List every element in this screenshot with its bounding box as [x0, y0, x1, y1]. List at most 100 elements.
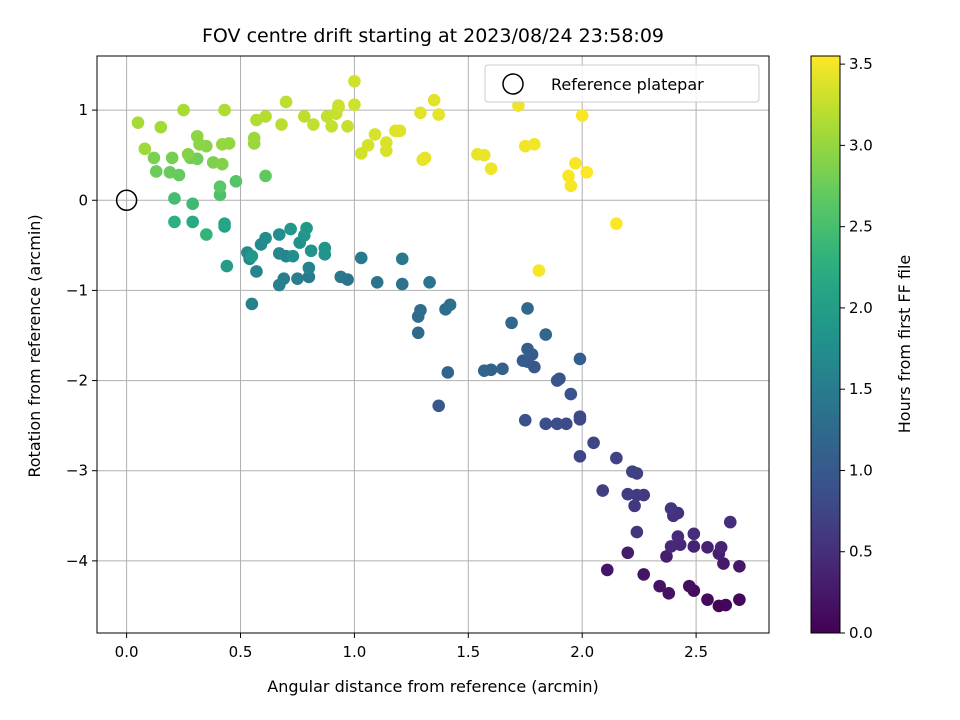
data-point: [245, 297, 259, 311]
y-axis-label: Rotation from reference (arcmin): [25, 214, 44, 477]
data-point: [272, 278, 286, 292]
data-point: [626, 465, 639, 478]
data-point: [215, 157, 229, 171]
data-point: [297, 110, 311, 123]
y-tick-label: −4: [66, 552, 88, 570]
data-point: [664, 540, 678, 553]
colorbar-tick-label: 2.0: [849, 299, 873, 317]
data-point: [573, 410, 587, 423]
data-point: [325, 120, 338, 133]
data-point: [259, 231, 272, 245]
colorbar-tick-label: 1.0: [849, 461, 873, 479]
colorbar-tick-label: 2.5: [849, 218, 873, 236]
data-point: [596, 484, 610, 497]
data-point: [701, 541, 714, 554]
data-point: [628, 499, 641, 513]
data-point: [190, 129, 204, 143]
data-point: [441, 366, 455, 379]
colorbar-tick-label: 0.5: [849, 543, 873, 561]
data-point: [245, 249, 259, 263]
colorbar-tick-label: 3.0: [849, 136, 873, 154]
data-point: [291, 272, 304, 285]
data-point: [218, 217, 231, 230]
data-point: [723, 515, 737, 529]
grid: [97, 56, 769, 633]
data-point: [181, 147, 195, 161]
data-point: [660, 550, 673, 563]
data-point: [432, 108, 445, 121]
colorbar-label: Hours from first FF file: [895, 255, 914, 434]
data-point: [550, 374, 564, 387]
data-point: [414, 303, 427, 317]
data-point: [302, 261, 316, 275]
data-point: [250, 265, 263, 278]
data-point: [573, 352, 587, 366]
x-tick-label: 1.0: [342, 643, 366, 661]
data-point: [411, 326, 425, 340]
x-tick-label: 2.5: [684, 643, 708, 661]
data-point: [653, 579, 666, 593]
data-point: [186, 215, 199, 229]
data-point: [279, 95, 293, 109]
data-point: [149, 165, 163, 178]
data-point: [528, 138, 541, 151]
data-point: [575, 109, 589, 122]
legend: Reference platepar: [484, 64, 760, 103]
data-point: [521, 302, 534, 315]
data-point: [259, 110, 272, 123]
reference-marker: [115, 189, 138, 211]
y-axis: −4 −3 −2 −1 0 1: [66, 101, 97, 570]
data-point: [477, 148, 491, 162]
data-point: [307, 118, 320, 131]
x-axis: 0.0 0.5 1.0 1.5 2.0 2.5: [115, 633, 708, 661]
data-point: [717, 557, 730, 570]
data-point: [521, 342, 534, 356]
data-point: [562, 169, 575, 183]
data-point: [304, 244, 318, 258]
legend-box: [484, 64, 760, 103]
colorbar-tick-label: 3.5: [849, 55, 873, 73]
axes-frame: [96, 55, 770, 634]
data-point: [610, 217, 623, 230]
data-point: [432, 399, 445, 413]
data-point: [168, 215, 181, 229]
data-point: [302, 270, 316, 284]
data-point: [284, 222, 297, 236]
data-point: [395, 252, 409, 266]
data-point: [532, 264, 546, 277]
data-point: [630, 488, 644, 502]
data-point: [427, 93, 441, 107]
data-point: [318, 241, 332, 255]
data-point: [564, 179, 578, 193]
data-point: [539, 417, 553, 431]
data-point: [518, 413, 532, 427]
data-point: [630, 525, 644, 539]
chart-title: FOV centre drift starting at 2023/08/24 …: [202, 25, 664, 47]
data-point: [477, 364, 491, 377]
data-point: [163, 166, 177, 179]
data-point: [165, 151, 179, 165]
data-point: [573, 449, 587, 463]
data-point: [416, 153, 430, 166]
colorbar-tick-label: 1.5: [849, 380, 873, 398]
data-point: [348, 98, 361, 111]
scatter-series: [115, 74, 746, 613]
data-point: [733, 559, 746, 573]
data-point: [414, 106, 427, 120]
data-point: [719, 598, 733, 612]
data-point: [229, 175, 243, 188]
data-point: [580, 166, 594, 179]
data-point: [154, 120, 168, 134]
data-point: [213, 180, 227, 194]
data-point: [637, 568, 651, 581]
legend-label: Reference platepar: [551, 75, 704, 94]
data-point: [564, 387, 578, 401]
data-point: [714, 541, 728, 554]
legend-marker-open-circle: [502, 73, 524, 95]
y-tick-label: 0: [78, 191, 88, 209]
y-tick-label: −3: [66, 462, 88, 480]
data-point: [186, 197, 199, 211]
data-point: [272, 228, 286, 241]
y-tick-label: −2: [66, 372, 88, 390]
